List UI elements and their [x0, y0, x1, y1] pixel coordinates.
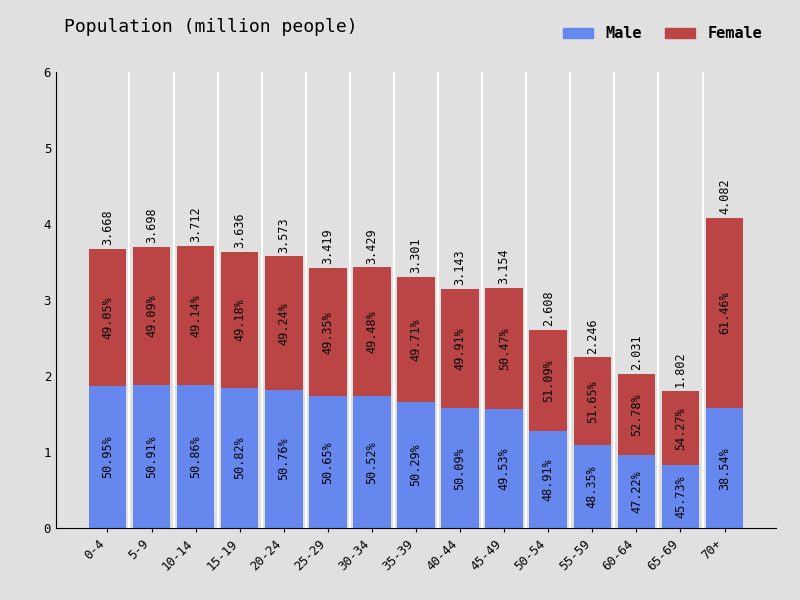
- Bar: [442, 409, 479, 528]
- Text: 3.573: 3.573: [278, 217, 290, 253]
- Text: 49.53%: 49.53%: [498, 447, 510, 490]
- Bar: [265, 256, 302, 390]
- Text: 51.09%: 51.09%: [542, 359, 554, 402]
- Bar: [486, 288, 523, 409]
- Bar: [89, 249, 126, 386]
- Text: 49.35%: 49.35%: [322, 311, 334, 353]
- Text: 47.22%: 47.22%: [630, 470, 643, 513]
- Text: 48.35%: 48.35%: [586, 466, 599, 508]
- Bar: [530, 330, 567, 431]
- Text: 4.082: 4.082: [718, 178, 731, 214]
- Bar: [353, 268, 390, 397]
- Bar: [265, 390, 302, 528]
- Text: 49.14%: 49.14%: [189, 294, 202, 337]
- Text: 50.47%: 50.47%: [498, 328, 510, 370]
- Text: 48.91%: 48.91%: [542, 458, 554, 501]
- Bar: [662, 391, 699, 466]
- Bar: [221, 251, 258, 388]
- Bar: [398, 402, 434, 528]
- Text: 3.636: 3.636: [233, 212, 246, 248]
- Text: 52.78%: 52.78%: [630, 393, 643, 436]
- Text: 3.154: 3.154: [498, 249, 510, 284]
- Text: 3.698: 3.698: [145, 208, 158, 243]
- Bar: [398, 277, 434, 402]
- Bar: [618, 455, 655, 528]
- Text: 50.95%: 50.95%: [101, 436, 114, 478]
- Bar: [309, 268, 346, 397]
- Bar: [309, 397, 346, 528]
- Bar: [221, 388, 258, 528]
- Bar: [706, 218, 743, 409]
- Bar: [133, 385, 170, 528]
- Text: 1.802: 1.802: [674, 352, 687, 387]
- Text: 49.48%: 49.48%: [366, 310, 378, 353]
- Bar: [486, 409, 523, 528]
- Text: 3.712: 3.712: [189, 206, 202, 242]
- Text: 50.82%: 50.82%: [233, 436, 246, 479]
- Text: 54.27%: 54.27%: [674, 407, 687, 449]
- Text: 50.52%: 50.52%: [366, 441, 378, 484]
- Text: 61.46%: 61.46%: [718, 292, 731, 334]
- Bar: [618, 374, 655, 455]
- Bar: [442, 289, 479, 409]
- Text: 49.09%: 49.09%: [145, 295, 158, 337]
- Text: 51.65%: 51.65%: [586, 380, 599, 423]
- Text: 49.71%: 49.71%: [410, 318, 422, 361]
- Bar: [530, 431, 567, 528]
- Text: 3.143: 3.143: [454, 250, 466, 286]
- Text: 45.73%: 45.73%: [674, 475, 687, 518]
- Text: 3.301: 3.301: [410, 238, 422, 274]
- Bar: [574, 445, 611, 528]
- Text: 2.608: 2.608: [542, 290, 554, 326]
- Text: Population (million people): Population (million people): [64, 18, 358, 36]
- Bar: [706, 409, 743, 528]
- Text: 49.05%: 49.05%: [101, 296, 114, 339]
- Text: 2.246: 2.246: [586, 318, 599, 353]
- Text: 3.419: 3.419: [322, 229, 334, 265]
- Text: 50.86%: 50.86%: [189, 435, 202, 478]
- Text: 3.429: 3.429: [366, 228, 378, 263]
- Bar: [353, 397, 390, 528]
- Bar: [662, 466, 699, 528]
- Text: 49.18%: 49.18%: [233, 298, 246, 341]
- Text: 49.24%: 49.24%: [278, 302, 290, 344]
- Text: 50.91%: 50.91%: [145, 435, 158, 478]
- Bar: [89, 386, 126, 528]
- Text: 2.031: 2.031: [630, 334, 643, 370]
- Text: 49.91%: 49.91%: [454, 328, 466, 370]
- Text: 50.29%: 50.29%: [410, 443, 422, 486]
- Text: 50.09%: 50.09%: [454, 447, 466, 490]
- Bar: [574, 358, 611, 445]
- Text: 3.668: 3.668: [101, 210, 114, 245]
- Text: 50.65%: 50.65%: [322, 441, 334, 484]
- Bar: [177, 385, 214, 528]
- Text: 50.76%: 50.76%: [278, 438, 290, 481]
- Legend: Male, Female: Male, Female: [557, 20, 768, 47]
- Text: 38.54%: 38.54%: [718, 447, 731, 490]
- Bar: [177, 246, 214, 385]
- Bar: [133, 247, 170, 385]
